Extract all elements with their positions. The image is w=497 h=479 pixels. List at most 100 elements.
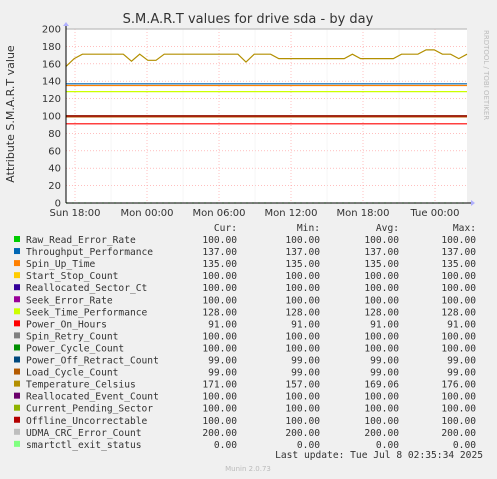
legend-column-header: Avg: bbox=[376, 223, 399, 234]
legend-value-max: 200.00 bbox=[441, 428, 476, 439]
x-axis-arrow bbox=[471, 200, 475, 206]
legend-value-max: 135.00 bbox=[441, 259, 476, 270]
legend-swatch bbox=[14, 404, 20, 411]
legend-value-min: 99.00 bbox=[291, 356, 320, 367]
legend-value-cur: 99.00 bbox=[208, 356, 237, 367]
y-tick-label: 160 bbox=[42, 59, 61, 70]
y-tick-label: 200 bbox=[42, 25, 61, 36]
legend-value-min: 91.00 bbox=[291, 319, 320, 330]
y-tick-label: 60 bbox=[48, 146, 61, 157]
last-update-text: Last update: Tue Jul 8 02:35:34 2025 bbox=[275, 450, 483, 461]
legend-series-name: Load_Cycle_Count bbox=[26, 368, 118, 379]
legend-value-cur: 171.00 bbox=[202, 380, 237, 391]
legend-value-max: 100.00 bbox=[441, 343, 476, 354]
legend-value-max: 99.00 bbox=[447, 368, 476, 379]
legend-value-cur: 100.00 bbox=[202, 404, 237, 415]
chart-title: S.M.A.R.T values for drive sda - by day bbox=[123, 12, 374, 27]
legend-value-min: 135.00 bbox=[285, 259, 320, 270]
legend-series-name: Offline_Uncorrectable bbox=[26, 416, 148, 427]
legend-series-name: Power_On_Hours bbox=[26, 319, 107, 330]
legend-series-name: Start_Stop_Count bbox=[26, 271, 118, 282]
legend-swatch bbox=[14, 392, 20, 399]
legend-swatch bbox=[14, 272, 20, 279]
legend-value-cur: 100.00 bbox=[202, 392, 237, 403]
legend-value-min: 137.00 bbox=[285, 247, 320, 258]
legend-value-cur: 100.00 bbox=[202, 295, 237, 306]
legend-value-cur: 100.00 bbox=[202, 235, 237, 246]
legend-value-min: 100.00 bbox=[285, 343, 320, 354]
legend-value-avg: 169.06 bbox=[364, 380, 399, 391]
legend-value-cur: 100.00 bbox=[202, 283, 237, 294]
legend-series-name: Current_Pending_Sector bbox=[26, 404, 153, 415]
legend-series-name: Seek_Error_Rate bbox=[26, 295, 113, 306]
legend-value-avg: 128.00 bbox=[364, 307, 399, 318]
legend-value-min: 128.00 bbox=[285, 307, 320, 318]
legend-value-min: 200.00 bbox=[285, 428, 320, 439]
y-tick-label: 80 bbox=[48, 129, 61, 140]
legend-value-cur: 100.00 bbox=[202, 343, 237, 354]
plot-area: 0 20 40 60 80 100 120 140 160 180 200 Sun 18:00 Mon … bbox=[42, 22, 475, 219]
legend-value-max: 100.00 bbox=[441, 283, 476, 294]
x-tick-label: Mon 00:00 bbox=[120, 208, 173, 219]
legend-value-max: 100.00 bbox=[441, 416, 476, 427]
legend-value-min: 100.00 bbox=[285, 295, 320, 306]
legend-value-max: 100.00 bbox=[441, 404, 476, 415]
legend-value-avg: 200.00 bbox=[364, 428, 399, 439]
legend-value-cur: 100.00 bbox=[202, 271, 237, 282]
legend-value-max: 100.00 bbox=[441, 392, 476, 403]
y-tick-label: 100 bbox=[42, 112, 61, 123]
legend-value-max: 100.00 bbox=[441, 331, 476, 342]
legend-series-name: Raw_Read_Error_Rate bbox=[26, 235, 136, 246]
legend: Cur: Min: Avg: Max: Raw_Read_Error_Rate 100.0… bbox=[14, 223, 476, 451]
legend-value-max: 99.00 bbox=[447, 356, 476, 367]
legend-value-max: 91.00 bbox=[447, 319, 476, 330]
legend-value-min: 157.00 bbox=[285, 380, 320, 391]
legend-value-min: 100.00 bbox=[285, 404, 320, 415]
legend-value-max: 100.00 bbox=[441, 235, 476, 246]
legend-value-cur: 135.00 bbox=[202, 259, 237, 270]
legend-value-min: 100.00 bbox=[285, 331, 320, 342]
y-tick-label: 180 bbox=[42, 42, 61, 53]
y-tick-label: 0 bbox=[55, 199, 61, 210]
legend-series-name: Power_Off_Retract_Count bbox=[26, 356, 159, 367]
legend-swatch bbox=[14, 368, 20, 375]
legend-series-name: Reallocated_Event_Count bbox=[26, 392, 159, 403]
legend-value-avg: 100.00 bbox=[364, 295, 399, 306]
legend-series-name: Temperature_Celsius bbox=[26, 380, 136, 391]
legend-value-cur: 99.00 bbox=[208, 368, 237, 379]
y-tick-label: 140 bbox=[42, 77, 61, 88]
y-axis-arrow bbox=[63, 22, 69, 26]
legend-value-avg: 0.00 bbox=[376, 440, 399, 451]
legend-swatch bbox=[14, 248, 20, 255]
legend-swatch bbox=[14, 236, 20, 242]
legend-swatch bbox=[14, 428, 20, 435]
legend-value-avg: 100.00 bbox=[364, 343, 399, 354]
legend-value-max: 128.00 bbox=[441, 307, 476, 318]
legend-value-avg: 100.00 bbox=[364, 235, 399, 246]
legend-swatch bbox=[14, 308, 20, 315]
legend-value-avg: 91.00 bbox=[370, 319, 399, 330]
legend-value-max: 100.00 bbox=[441, 295, 476, 306]
series-line-temperature_celsius bbox=[65, 49, 468, 67]
legend-series-name: Throughput_Performance bbox=[26, 247, 153, 258]
legend-swatch bbox=[14, 380, 20, 387]
x-tick-label: Tue 00:00 bbox=[409, 208, 459, 219]
legend-value-min: 100.00 bbox=[285, 271, 320, 282]
legend-swatch bbox=[14, 356, 20, 363]
legend-value-min: 0.00 bbox=[297, 440, 320, 451]
y-tick-label: 40 bbox=[48, 164, 61, 175]
x-tick-label: Sun 18:00 bbox=[49, 208, 100, 219]
legend-value-avg: 100.00 bbox=[364, 331, 399, 342]
legend-value-cur: 100.00 bbox=[202, 331, 237, 342]
legend-series-name: Spin_Retry_Count bbox=[26, 331, 118, 342]
legend-value-max: 0.00 bbox=[453, 440, 476, 451]
munin-brand: Munin 2.0.73 bbox=[225, 465, 271, 473]
y-tick-label: 120 bbox=[42, 94, 61, 105]
legend-swatch bbox=[14, 416, 20, 423]
legend-value-cur: 91.00 bbox=[208, 319, 237, 330]
legend-swatch bbox=[14, 320, 20, 327]
legend-value-cur: 128.00 bbox=[202, 307, 237, 318]
legend-swatch bbox=[14, 260, 20, 267]
legend-value-avg: 100.00 bbox=[364, 271, 399, 282]
